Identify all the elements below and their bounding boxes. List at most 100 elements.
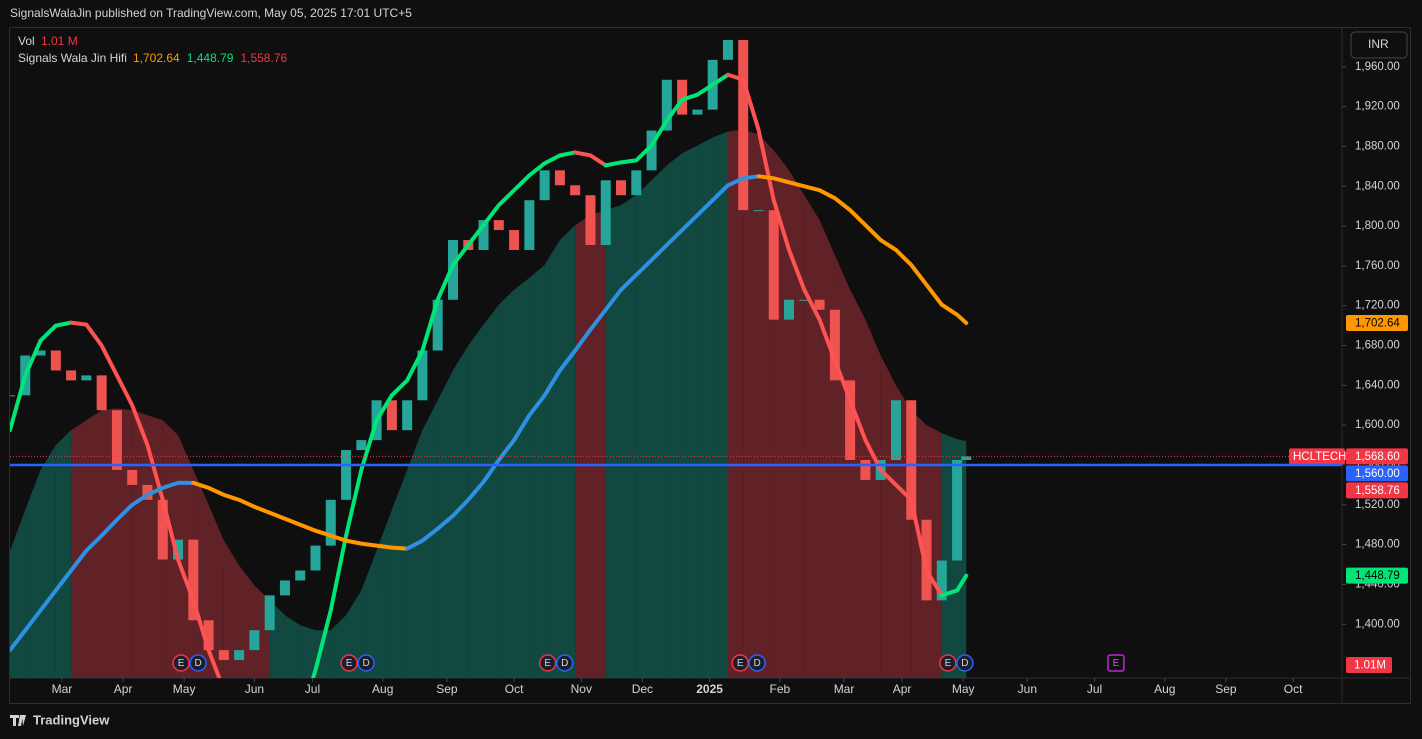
indicator-line: [405, 174, 761, 551]
candle: [585, 195, 596, 245]
cloud: [284, 615, 301, 678]
candle: [524, 200, 535, 250]
candle: [677, 79, 688, 115]
event-label: E: [178, 658, 185, 669]
candle: [142, 484, 153, 500]
candle: [10, 395, 15, 397]
candle: [279, 580, 290, 596]
candle: [753, 210, 764, 212]
x-tick-label: Mar: [52, 682, 73, 696]
indicator-line: [10, 480, 196, 653]
candle: [96, 375, 107, 411]
x-tick-label: Mar: [834, 682, 855, 696]
cloud: [682, 145, 698, 678]
y-tick-label: 1,840.00: [1355, 180, 1400, 192]
x-tick-label: Sep: [1215, 682, 1237, 696]
plot: [10, 39, 972, 678]
candle: [616, 180, 627, 196]
y-tick-label: 1,640.00: [1355, 379, 1400, 391]
cloud: [514, 277, 530, 678]
cloud: [666, 153, 683, 678]
candle: [906, 400, 917, 520]
candle: [127, 469, 138, 485]
candle: [936, 560, 947, 601]
indicator-line: [603, 72, 730, 168]
event-label: E: [544, 658, 551, 669]
event-label: D: [961, 658, 968, 669]
candle: [50, 350, 61, 371]
cloud: [71, 420, 87, 678]
x-tick-label: Dec: [632, 682, 653, 696]
cloud: [407, 430, 423, 678]
candle: [264, 595, 275, 631]
cloud: [865, 319, 881, 678]
indicator-line: [725, 72, 944, 598]
x-tick-label: Apr: [114, 682, 133, 696]
cloud: [376, 509, 392, 678]
candle: [402, 400, 413, 431]
event-label: E: [945, 658, 952, 669]
y-tick-label: 1,760.00: [1355, 260, 1400, 272]
x-tick-label: Oct: [1284, 682, 1303, 696]
cloud: [727, 129, 744, 678]
event-icon: [172, 654, 190, 672]
candle: [692, 109, 703, 115]
x-tick-label: Apr: [893, 682, 912, 696]
candle: [961, 456, 972, 461]
indicator-line: [69, 320, 222, 678]
legend-indicator: Signals Wala Jin Hifi: [18, 51, 127, 65]
indicator-line: [756, 174, 969, 325]
event-icon: [1107, 654, 1125, 672]
cloud: [544, 240, 560, 678]
event-label: D: [194, 658, 201, 669]
event-label: D: [754, 658, 761, 669]
cloud: [590, 210, 606, 678]
event-icon: [357, 654, 375, 672]
price-tag-label: 1,558.76: [1355, 485, 1400, 497]
y-tick-label: 1,480.00: [1355, 539, 1400, 551]
candle: [341, 450, 352, 500]
legend-values: 1,702.64 1,448.79 1,558.76: [133, 51, 287, 65]
cloud: [452, 345, 469, 678]
y-tick-label: 1,520.00: [1355, 499, 1400, 511]
cloud: [743, 129, 759, 678]
x-tick-label: Jun: [1018, 682, 1037, 696]
candle: [554, 170, 565, 186]
cloud: [697, 137, 713, 678]
candle: [386, 400, 397, 431]
cloud: [819, 220, 835, 678]
header: SignalsWalaJin published on TradingView.…: [10, 6, 412, 20]
price-tag: [1346, 465, 1408, 482]
legend-value: 1,558.76: [240, 51, 287, 65]
cloud: [422, 400, 438, 678]
candle: [631, 170, 642, 196]
footer-brand: TradingView: [33, 712, 110, 727]
candle: [417, 350, 428, 401]
event-icon: [555, 654, 574, 672]
footer-logo: [10, 715, 26, 726]
cloud: [651, 165, 667, 678]
y-tick-label: 1,600.00: [1355, 419, 1400, 431]
candle: [722, 39, 733, 60]
price-tag: [1346, 448, 1408, 465]
currency-button[interactable]: [1350, 31, 1408, 59]
event-label: D: [362, 658, 369, 669]
event-icon: [748, 654, 766, 672]
cloud: [559, 225, 576, 678]
y-tick-label: 1,400.00: [1355, 618, 1400, 630]
cloud: [789, 170, 805, 678]
candle: [799, 299, 810, 301]
cloud: [529, 264, 545, 678]
candle: [66, 370, 77, 381]
candle: [432, 299, 443, 351]
event-icon: [956, 654, 974, 672]
candle: [814, 299, 825, 310]
currency-label[interactable]: INR: [1368, 37, 1389, 51]
cloud: [300, 625, 316, 678]
x-tick-label: Jun: [245, 682, 264, 696]
cloud: [712, 131, 728, 678]
candle: [478, 220, 489, 250]
symbol-tag-label: HCLTECH: [1293, 451, 1346, 463]
candle: [203, 620, 214, 651]
